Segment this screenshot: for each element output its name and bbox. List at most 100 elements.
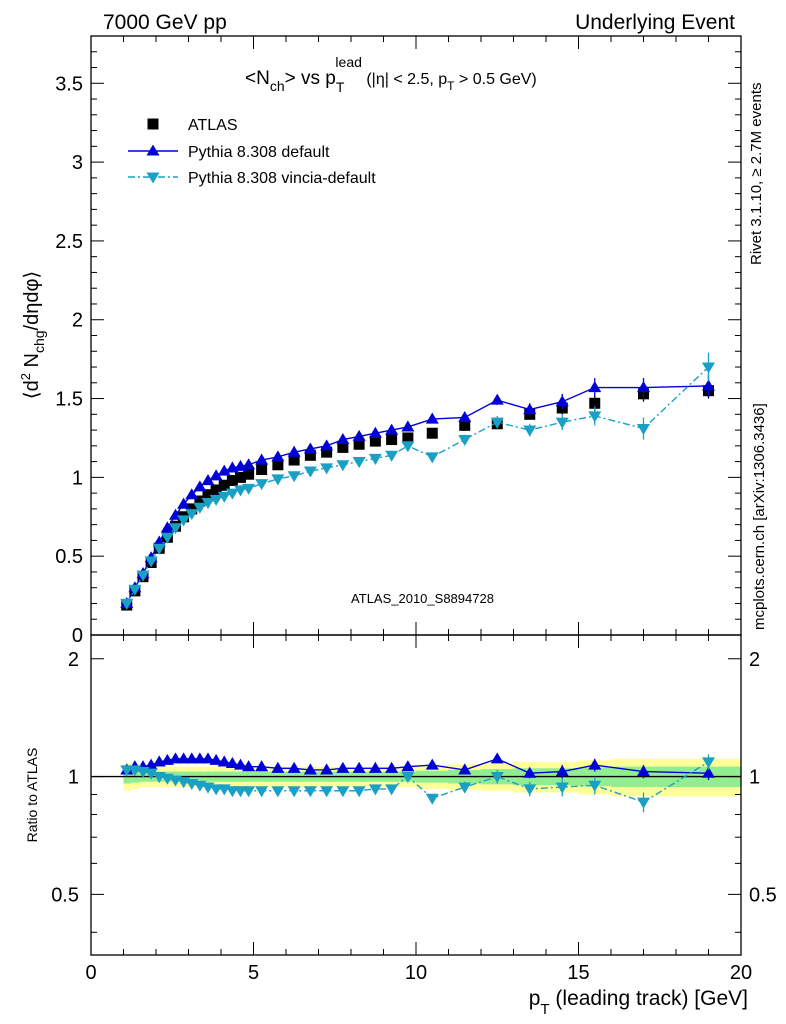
data-point [255,479,269,491]
legend-label: Pythia 8.308 vincia-default [188,170,376,187]
header-left: 7000 GeV pp [103,11,227,34]
ratio-point [523,784,537,796]
ratio-point [209,784,223,796]
data-point [458,410,472,423]
ratio-point [255,786,269,798]
ratio-point [490,772,504,784]
data-point [303,466,317,478]
data-point [523,425,537,437]
ratio-y-tick-label-right: 1 [749,767,760,789]
data-point [385,450,399,462]
data-point [458,434,472,447]
legend-label: Pythia 8.308 default [188,144,330,161]
data-point [234,485,247,497]
ratio-point [555,765,569,777]
data-point [320,439,334,451]
ratio-point [144,758,158,770]
ratio-point [303,786,317,798]
y-tick-label: 0 [72,625,83,647]
data-point [209,494,223,506]
ratio-y-tick-label: 0.5 [51,884,79,906]
data-point [304,449,316,461]
data-point [588,411,602,423]
ratio-point [144,768,158,780]
ratio-point [234,758,247,770]
data-point [225,488,239,500]
data-point [210,484,222,496]
data-point [160,532,174,544]
data-point [287,445,301,457]
ratio-point [336,786,350,798]
data-point [702,362,715,374]
data-point [243,468,255,480]
ratio-point [352,786,366,798]
y-tick-label: 3 [72,152,83,174]
data-point [459,419,471,431]
x-tick-label: 10 [405,962,427,984]
data-point [186,503,198,515]
data-point [287,471,301,483]
data-point [336,460,350,472]
series-2 [120,352,715,610]
y-tick-label: 0.5 [55,546,83,568]
ratio-point [385,761,399,773]
ratio-point [385,784,399,796]
data-point [425,452,439,464]
x-axis-label: pT (leading track) [GeV] [529,987,748,1018]
data-point [120,598,134,610]
data-point [588,381,602,393]
ratio-point [368,761,382,773]
ratio-y-tick-label-right: 0.5 [749,884,777,906]
ratio-point [702,766,715,778]
data-point [303,442,317,454]
data-point [209,469,223,481]
y-tick-label: 3.5 [55,73,83,95]
rivet-label: Rivet 3.1.10, ≥ 2.7M events [748,83,765,266]
ratio-point [320,786,334,798]
ratio-point [458,782,472,794]
data-point [272,459,284,471]
legend-entry-2: Pythia 8.308 vincia-default [128,170,376,187]
data-point [320,463,334,475]
data-point [152,543,166,555]
data-point [194,495,206,507]
legend-marker [147,118,159,130]
ratio-frame [90,634,742,956]
y-tick-label: 2 [72,310,83,332]
ratio-point [588,758,602,770]
ratio-y-tick-label: 2 [68,649,79,671]
data-point [426,427,438,439]
main-y-label: ⟨d2 Nchg/dηdφ⟩ [18,271,47,399]
data-point [242,483,256,495]
ratio-point [193,752,207,764]
data-point [160,521,174,533]
data-point [369,435,381,447]
data-point [193,480,207,492]
x-tick-label: 15 [567,962,589,984]
plot-title: <Nch> vs pTlead (|η| < 2.5, pT > 0.5 GeV… [245,54,537,95]
legend-label: ATLAS [188,117,238,134]
data-point [401,441,415,453]
data-point [523,403,537,415]
y-tick-label: 2.5 [55,231,83,253]
data-point [177,497,191,509]
data-point [637,423,650,436]
ratio-point [490,752,504,764]
ratio-point [401,772,415,784]
data-point [255,453,269,465]
y-tick-label: 1 [72,467,83,489]
data-point [555,395,569,407]
x-tick-label: 0 [85,962,96,984]
x-tick-label: 20 [730,962,752,984]
ratio-point [242,760,256,772]
data-point [193,502,207,514]
ratio-point [120,765,134,777]
data-point [288,454,300,466]
legend-marker [146,144,160,156]
data-point [177,515,191,527]
legend-marker [146,172,160,184]
data-point [185,488,199,500]
ratio-point [368,784,382,796]
